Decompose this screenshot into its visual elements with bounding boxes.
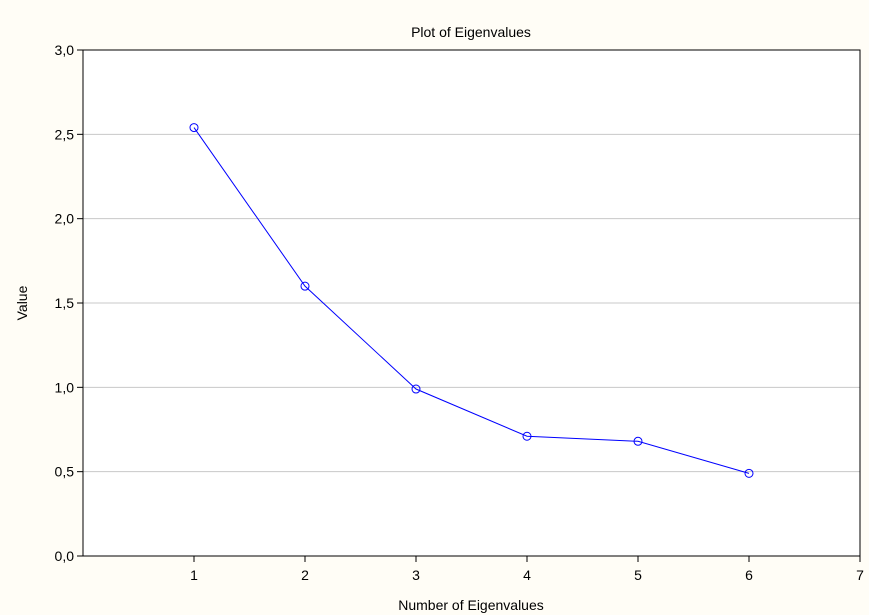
- x-axis-label: Number of Eigenvalues: [398, 597, 544, 613]
- data-point: [189, 123, 199, 133]
- series-line: [193, 127, 750, 474]
- data-point: [744, 468, 754, 478]
- y-tick-label: 2,5: [55, 126, 75, 142]
- y-tick-label: 3,0: [55, 42, 75, 58]
- y-axis-label: Value: [14, 285, 30, 320]
- x-axis: 1 2 3 4 5 6 7: [190, 556, 864, 583]
- data-point: [522, 431, 532, 441]
- data-point: [411, 384, 421, 394]
- data-point: [300, 281, 310, 291]
- y-tick-label: 0,5: [55, 464, 75, 480]
- y-tick-label: 1,5: [55, 295, 75, 311]
- x-tick-label: 1: [190, 567, 198, 583]
- series-layer: [189, 123, 754, 478]
- chart-title: Plot of Eigenvalues: [411, 24, 531, 40]
- data-point: [633, 436, 643, 446]
- x-tick-label: 7: [856, 567, 864, 583]
- y-tick-label: 2,0: [55, 211, 75, 227]
- x-tick-label: 5: [634, 567, 642, 583]
- y-tick-label: 0,0: [55, 548, 75, 564]
- x-tick-label: 6: [745, 567, 753, 583]
- grid-lines: [83, 133, 860, 473]
- x-tick-label: 2: [301, 567, 309, 583]
- y-axis: 0,0 0,5 1,0 1,5 2,0 2,5 3,0: [55, 42, 83, 564]
- x-tick-label: 3: [412, 567, 420, 583]
- x-tick-label: 4: [523, 567, 531, 583]
- y-tick-label: 1,0: [55, 379, 75, 395]
